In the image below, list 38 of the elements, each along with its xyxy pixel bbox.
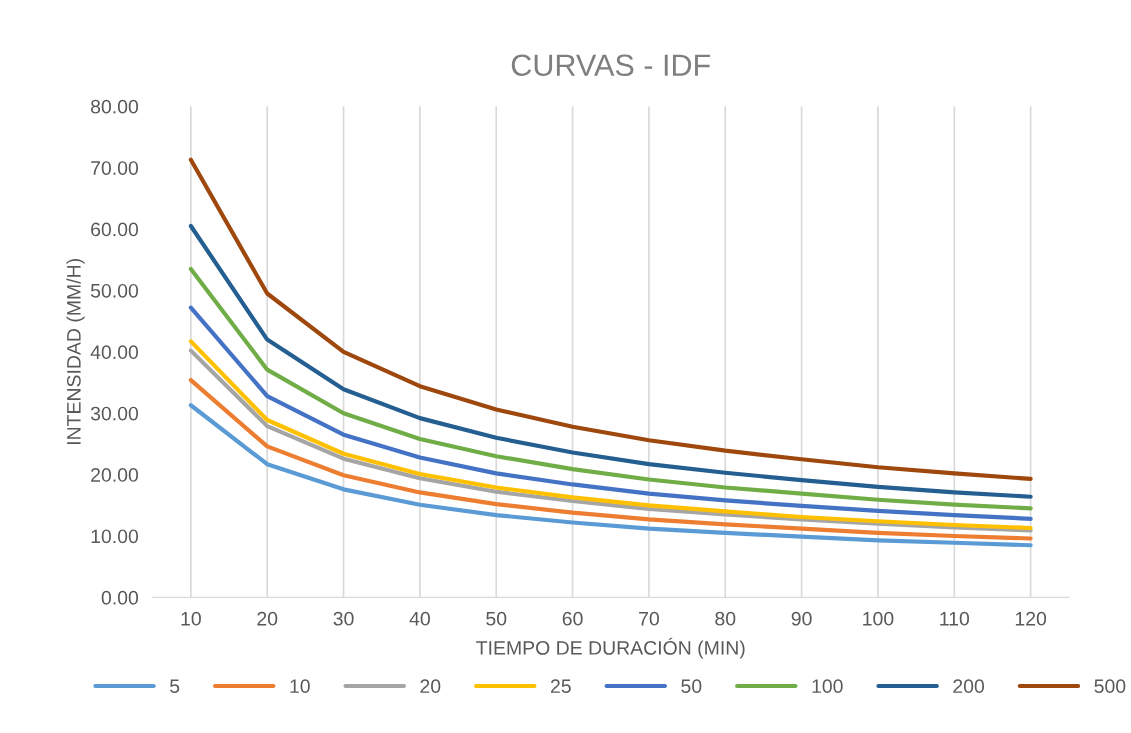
legend-label: 10: [290, 679, 310, 694]
y-tick-label: 10.00: [91, 529, 139, 544]
x-tick-label: 80: [715, 611, 736, 626]
line-series: [188, 223, 1033, 499]
legend-label: 5: [170, 679, 180, 694]
line-series: [188, 157, 1033, 481]
x-tick-label: 60: [562, 611, 583, 626]
y-axis-title: INTENSIDAD (MM/H): [66, 259, 85, 445]
legend-label: 20: [420, 679, 441, 694]
x-tick-label: 30: [333, 611, 354, 626]
x-tick-label: 120: [1015, 611, 1047, 626]
x-tick-label: 50: [486, 611, 507, 626]
y-tick-label: 20.00: [91, 468, 139, 482]
legend-label: 100: [812, 679, 843, 694]
line-series: [188, 305, 1033, 521]
x-tick-label: 100: [863, 611, 894, 626]
x-tick-label: 70: [639, 611, 659, 626]
line-series: [188, 377, 1033, 541]
x-tick-label: 40: [409, 611, 430, 626]
x-tick-label: 90: [791, 611, 812, 626]
y-tick-label: 50.00: [90, 283, 139, 298]
x-axis-title: TIEMPO DE DURACIÓN (MIN): [476, 637, 745, 659]
y-tick-label: 40.00: [90, 345, 139, 360]
y-tick-label: 60.00: [91, 222, 139, 237]
legend-label: 25: [550, 679, 571, 694]
y-tick-label: 30.00: [90, 406, 139, 421]
y-tick-label: 0.00: [101, 590, 139, 605]
y-tick-label: 80.00: [90, 99, 139, 114]
chart-title: CURVAS - IDF: [511, 54, 710, 77]
line-series: [188, 266, 1033, 511]
line-series: [188, 403, 1033, 548]
legend-label: 500: [1094, 679, 1126, 694]
x-tick-label: 20: [257, 611, 278, 626]
legend-label: 50: [681, 679, 702, 694]
y-tick-label: 70.00: [91, 161, 139, 175]
legend-label: 200: [953, 679, 985, 694]
x-tick-label: 110: [940, 611, 970, 626]
x-tick-label: 10: [181, 611, 201, 626]
